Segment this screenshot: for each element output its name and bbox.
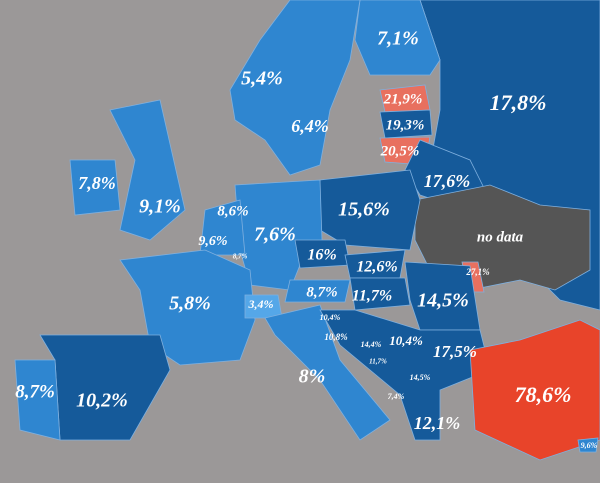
country-label: 8,7% [233, 253, 248, 261]
country-label: 14,4% [361, 340, 382, 349]
country-label: 7,1% [377, 28, 419, 50]
country-label: 17,5% [433, 342, 477, 361]
country-label: 6,4% [291, 116, 329, 136]
country-label: 27,1% [465, 267, 490, 277]
country-label: 16% [307, 247, 336, 264]
cyprus [577, 437, 599, 453]
country-label: 8,7% [15, 381, 55, 402]
austria [284, 279, 351, 303]
country-label: 10,4% [320, 313, 341, 322]
country-label: 11,7% [369, 358, 387, 366]
country-label: 8,6% [217, 203, 248, 219]
portugal [14, 359, 61, 441]
country-label: 12,6% [356, 259, 397, 276]
country-label: 9,1% [139, 196, 181, 218]
country-label: 10,8% [324, 332, 348, 342]
country-label: 17,8% [490, 90, 547, 115]
countries [14, 0, 600, 461]
country-label: 17,6% [424, 171, 471, 191]
country-label: 5,8% [169, 293, 211, 315]
labels: 7,1% 5,4% 17,8% 21,9% 19,3% 6,4% 20,5% 7,8% 9,1%… [15, 28, 597, 450]
country-label: 3,4% [248, 297, 274, 311]
country-label: 8,7% [306, 284, 337, 300]
country-label: 14,5% [410, 373, 431, 382]
country-label: 11,7% [352, 288, 392, 305]
country-label: 10,4% [389, 333, 423, 348]
balkans [319, 309, 491, 441]
benelux [199, 199, 246, 256]
country-label: 14,5% [417, 290, 469, 312]
country-label: 12,1% [414, 413, 461, 433]
country-label: 9,6% [198, 234, 227, 249]
country-label: 20,5% [380, 143, 420, 159]
country-label: 21,9% [383, 91, 423, 107]
hungary [349, 277, 411, 311]
country-label: 7,4% [388, 392, 405, 401]
latvia [379, 109, 433, 139]
ukraine [414, 184, 591, 291]
uk [109, 99, 186, 241]
country-label: no data [477, 229, 524, 245]
country-label: 8% [299, 366, 326, 388]
country-label: 19,3% [386, 117, 425, 133]
ireland [69, 159, 121, 216]
country-label: 78,6% [515, 382, 572, 407]
scandinavia [229, 0, 361, 176]
country-label: 15,6% [338, 199, 390, 221]
turkey [469, 319, 600, 461]
country-label: 5,4% [241, 68, 283, 90]
country-label: 7,6% [254, 224, 296, 246]
country-label: 10,2% [76, 390, 128, 412]
country-label: 9,6% [581, 441, 598, 450]
country-label: 7,8% [78, 173, 116, 193]
finland [354, 0, 441, 76]
